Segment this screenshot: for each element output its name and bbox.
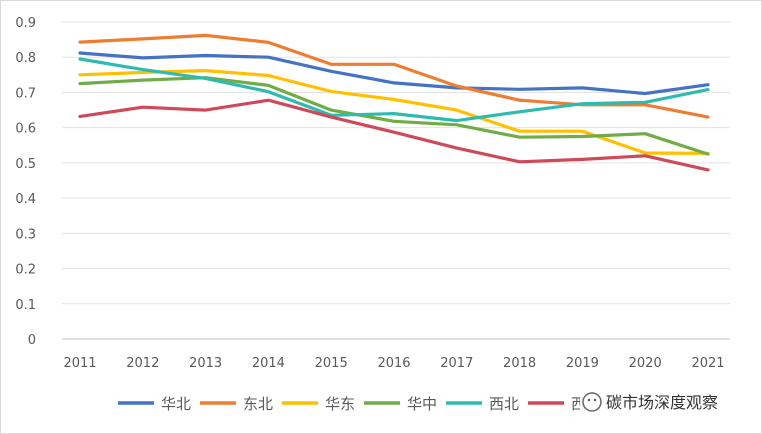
x-tick-label: 2019 <box>566 356 599 371</box>
y-tick-label: 0.9 <box>15 16 36 31</box>
y-tick-label: 0.3 <box>15 227 36 242</box>
x-tick-label: 2012 <box>126 356 159 371</box>
x-axis-ticks: 2011 2012 2013 2014 2015 2016 2017 2018 2019 2020… <box>63 356 724 371</box>
x-tick-label: 2020 <box>629 356 662 371</box>
legend-label: 东北 <box>243 395 273 413</box>
x-tick-label: 2013 <box>189 356 222 371</box>
x-tick-label: 2014 <box>252 356 285 371</box>
series-line <box>78 98 710 172</box>
legend-label: 西北 <box>489 395 519 413</box>
y-tick-label: 0.5 <box>15 157 36 172</box>
series-line <box>78 57 710 123</box>
y-tick-label: 0 <box>28 333 36 348</box>
y-tick-label: 0.1 <box>15 298 36 313</box>
y-tick-label: 0.2 <box>15 263 36 278</box>
y-axis-ticks: 0 0.1 0.2 0.3 0.4 0.5 0.6 0.7 0.8 0.9 <box>15 16 36 348</box>
y-tick-label: 0.4 <box>15 192 36 207</box>
y-tick-label: 0.7 <box>15 86 36 101</box>
y-tick-label: 0.8 <box>15 51 36 66</box>
x-tick-label: 2011 <box>63 356 96 371</box>
legend-label: 华北 <box>161 395 191 413</box>
watermark-text: 碳市场深度观察 <box>606 393 718 412</box>
x-tick-label: 2016 <box>377 356 410 371</box>
wechat-icon-eye-right <box>593 398 597 402</box>
series-line <box>78 33 710 119</box>
x-tick-label: 2021 <box>691 356 724 371</box>
gridlines <box>62 21 730 340</box>
series-line <box>78 68 710 155</box>
x-tick-label: 2018 <box>503 356 536 371</box>
y-tick-label: 0.6 <box>15 122 36 137</box>
series-lines <box>78 33 710 172</box>
x-tick-label: 2017 <box>440 356 473 371</box>
wechat-icon-eye-left <box>587 398 591 402</box>
watermark-backdrop <box>580 390 752 416</box>
series-line <box>78 76 710 156</box>
wechat-icon <box>582 392 602 412</box>
legend-label: 华东 <box>325 395 355 413</box>
series-line <box>78 51 710 96</box>
watermark: 碳市场深度观察 <box>580 390 752 416</box>
legend-label: 华中 <box>407 395 437 413</box>
legend: 华北东北华东华中西北西南 <box>118 395 601 413</box>
x-tick-label: 2015 <box>315 356 348 371</box>
